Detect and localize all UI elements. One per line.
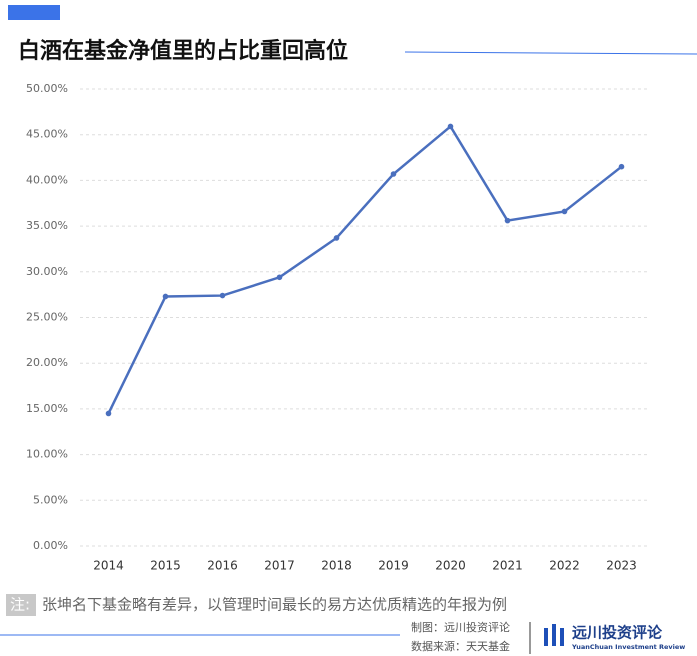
y-tick-label: 30.00% [26, 265, 68, 278]
y-tick-label: 40.00% [26, 173, 68, 186]
y-tick-label: 10.00% [26, 448, 68, 461]
point [618, 163, 625, 170]
point [447, 123, 454, 130]
point [105, 410, 112, 417]
source: 数据来源：天天基金 [411, 639, 510, 653]
made-by: 制图：远川投资评论 [411, 620, 510, 634]
y-tick-label: 0.00% [33, 539, 68, 552]
point [276, 274, 283, 281]
line [107, 124, 623, 415]
x-tick-label: 2021 [492, 559, 523, 573]
y-tick-label: 50.00% [26, 82, 68, 95]
y-tick-label: 45.00% [26, 128, 68, 141]
point [162, 293, 169, 300]
x-tick-label: 2023 [606, 559, 637, 573]
y-tick-label: 35.00% [26, 219, 68, 232]
title-rule [404, 51, 697, 55]
point [390, 171, 397, 177]
point [504, 217, 511, 224]
logo-mark [560, 628, 564, 646]
logo-mark [544, 628, 548, 646]
chart-title: 白酒在基金净值里的占比重回高位 [18, 38, 348, 64]
x-tick-label: 2019 [378, 559, 409, 573]
logo-subtitle: YuanChuan Investment Review [571, 643, 685, 651]
accent-bar [8, 5, 60, 20]
y-tick-label: 20.00% [26, 356, 68, 369]
y-tick-label: 25.00% [26, 311, 68, 324]
x-tick-label: 2018 [321, 559, 352, 573]
note-label: 注: [10, 596, 30, 614]
note: 张坤名下基金略有差异，以管理时间最长的易方达优质精选的年报为例 [42, 596, 507, 614]
point [219, 292, 226, 299]
logo-mark [552, 624, 556, 646]
point [333, 235, 340, 241]
logo-text: 远川投资评论 [572, 624, 663, 642]
x-tick-label: 2014 [93, 559, 124, 573]
point [561, 208, 568, 215]
note-label-box [6, 594, 36, 616]
y-tick-label: 15.00% [26, 402, 68, 415]
x-tick-label: 2016 [207, 559, 238, 573]
x-tick-label: 2017 [264, 559, 295, 573]
y-tick-label: 5.00% [33, 493, 68, 506]
x-tick-label: 2022 [549, 559, 580, 573]
x-tick-label: 2020 [435, 559, 466, 573]
x-tick-label: 2015 [150, 559, 181, 573]
